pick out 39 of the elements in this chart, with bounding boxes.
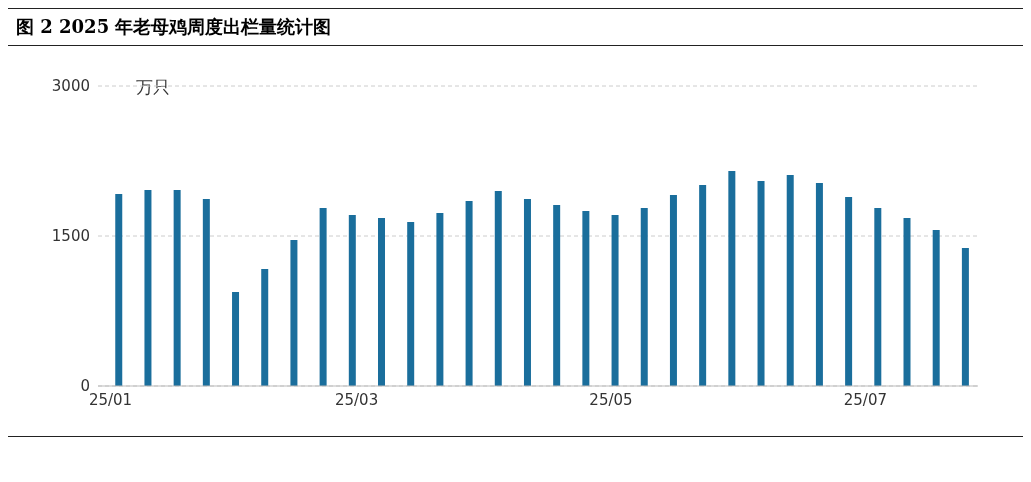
x-tick-label: 25/01 <box>88 390 133 409</box>
bar <box>348 215 356 386</box>
y-tick-label: 0 <box>80 377 90 396</box>
bar <box>378 218 385 386</box>
bar <box>523 199 531 386</box>
y-tick-label: 3000 <box>51 77 90 96</box>
bar <box>144 190 152 386</box>
x-tick-label: 25/07 <box>843 390 888 409</box>
bar <box>465 201 473 386</box>
bar <box>932 230 940 386</box>
bar <box>173 190 181 386</box>
bar <box>582 211 590 386</box>
bar <box>407 222 415 386</box>
bar <box>728 171 736 386</box>
bar <box>232 292 240 386</box>
x-tick-label: 25/03 <box>334 390 379 409</box>
y-tick-label: 1500 <box>51 227 90 246</box>
bar <box>494 191 502 386</box>
bar <box>815 183 823 386</box>
y-axis-title: 万只 <box>136 76 170 99</box>
bar <box>115 194 123 386</box>
bar <box>699 185 707 386</box>
bar <box>202 199 210 386</box>
bar <box>845 197 853 386</box>
bar <box>757 181 765 386</box>
bar <box>961 248 969 386</box>
bar <box>436 213 444 386</box>
bar <box>669 195 677 386</box>
x-tick-label: 25/05 <box>589 390 633 409</box>
bar <box>611 215 619 386</box>
chart-title: 图 2 2025 年老母鸡周度出栏量统计图 <box>8 8 1023 46</box>
bar <box>290 240 298 386</box>
bar <box>261 269 269 386</box>
bar <box>319 208 327 386</box>
bar <box>874 208 882 386</box>
bar <box>786 175 794 386</box>
bar <box>903 218 911 386</box>
bar <box>553 205 561 386</box>
bar <box>640 208 648 386</box>
